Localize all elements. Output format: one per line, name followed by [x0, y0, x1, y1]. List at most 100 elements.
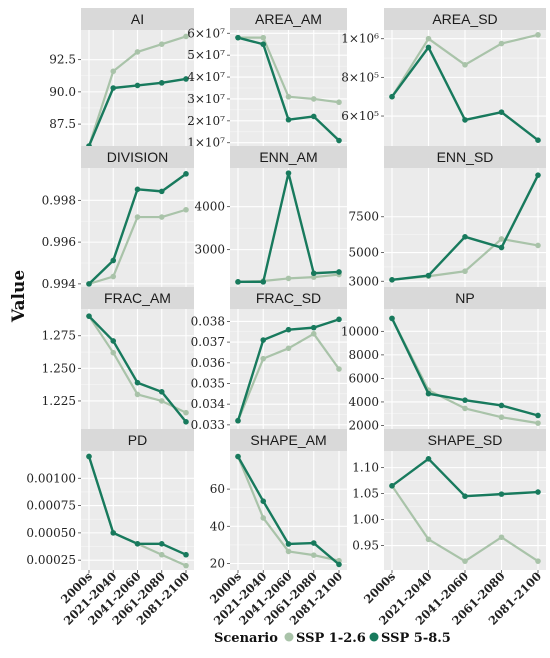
data-point-ssp126: [462, 558, 468, 564]
data-point-ssp585: [110, 85, 117, 91]
y-tick-label: 3×10⁷: [187, 92, 225, 106]
panel-strip: [81, 429, 194, 451]
data-point-ssp585: [310, 113, 317, 120]
panel-frac-am: FRAC_AM 1.225 1.250 1.275: [42, 287, 194, 429]
panel-strip: [81, 146, 194, 168]
data-point-ssp585: [260, 279, 267, 285]
data-point-ssp126: [498, 40, 505, 47]
y-tick-label: 4×10⁷: [187, 70, 225, 84]
panel-area-sd: AREA_SD 6×10⁵ 8×10⁵ 1×10⁶: [341, 8, 546, 146]
y-tick-label: 0.994: [42, 277, 77, 291]
y-tick-label: 0.037: [191, 335, 225, 349]
y-tick-label: 20: [210, 556, 225, 570]
data-point-ssp126: [183, 562, 189, 569]
data-point-ssp585: [285, 326, 292, 333]
y-tick-label: 0.035: [191, 376, 225, 390]
data-point-ssp126: [498, 236, 505, 242]
data-point-ssp585: [310, 324, 317, 331]
data-point-ssp585: [389, 483, 395, 489]
panel-strip: [230, 8, 347, 30]
y-tick-label: 60: [210, 482, 225, 496]
data-point-ssp126: [134, 49, 141, 55]
y-tick-label: 0.038: [191, 314, 225, 328]
panel-title: DIVISION: [107, 149, 168, 165]
data-point-ssp585: [336, 316, 342, 323]
data-point-ssp585: [425, 455, 432, 462]
data-point-ssp585: [389, 277, 395, 283]
data-point-ssp126: [110, 68, 117, 75]
y-tick-label: 1.275: [42, 329, 76, 343]
y-tick-label: 6×10⁵: [341, 109, 379, 123]
data-point-ssp585: [158, 188, 165, 195]
data-point-ssp585: [260, 41, 267, 48]
data-point-ssp585: [535, 412, 541, 419]
panel-strip: [384, 287, 546, 309]
data-point-ssp585: [260, 498, 267, 505]
data-point-ssp126: [425, 536, 432, 543]
y-tick-label: 5×10⁷: [187, 48, 225, 62]
y-tick-label: 8000: [348, 348, 379, 362]
data-point-ssp585: [498, 109, 505, 115]
legend-swatch-ssp585: [369, 632, 379, 642]
data-point-ssp126: [285, 275, 292, 282]
panel-shape-sd: SHAPE_SD0.951.001.051.102000s2021-204020…: [352, 429, 546, 628]
data-point-ssp585: [235, 279, 241, 285]
panel-enn-am: ENN_AM 3000 4000: [194, 146, 347, 287]
data-point-ssp585: [235, 453, 241, 460]
panel-enn-sd: ENN_SD 3000 5000 7500: [348, 146, 546, 288]
data-point-ssp585: [498, 491, 505, 497]
data-point-ssp126: [260, 515, 267, 521]
panel-strip: [81, 8, 194, 30]
legend-swatch-ssp126: [284, 632, 294, 642]
data-point-ssp585: [336, 561, 342, 568]
data-point-ssp126: [110, 273, 117, 280]
data-point-ssp585: [425, 272, 432, 279]
panel-strip: [230, 287, 347, 309]
data-point-ssp126: [310, 331, 317, 337]
panel-title: SHAPE_SD: [428, 432, 503, 448]
y-tick-label: 1.250: [42, 361, 76, 375]
y-tick-label: 4000: [194, 200, 225, 214]
y-tick-label: 0.00075: [26, 499, 76, 513]
data-point-ssp126: [183, 33, 189, 40]
data-point-ssp126: [425, 35, 432, 42]
y-tick-label: 87.5: [49, 117, 76, 131]
data-point-ssp585: [110, 257, 117, 264]
data-point-ssp126: [336, 99, 342, 106]
y-tick-label: 0.033: [191, 418, 225, 432]
data-point-ssp126: [310, 274, 317, 280]
data-point-ssp126: [260, 34, 267, 41]
legend: Scenario SSP 1-2.6 SSP 5-8.5: [214, 631, 451, 646]
y-tick-label: 2000: [348, 418, 379, 432]
data-point-ssp585: [498, 402, 505, 409]
data-point-ssp126: [498, 414, 505, 421]
data-point-ssp585: [183, 171, 189, 177]
data-point-ssp126: [462, 405, 468, 412]
panel-title: AI: [131, 11, 144, 27]
data-point-ssp126: [535, 420, 541, 426]
y-axis-title: Value: [9, 270, 29, 323]
y-tick-label: 10000: [341, 324, 379, 338]
y-tick-label: 7500: [348, 210, 379, 224]
data-point-ssp126: [158, 41, 165, 47]
panel-strip: [384, 429, 546, 451]
data-point-ssp585: [462, 397, 468, 403]
data-point-ssp585: [183, 419, 189, 425]
panel-frac-sd: FRAC_SD 0.033 0.034 0.035 0.036 0.037 0.038: [191, 287, 347, 432]
data-point-ssp585: [285, 170, 292, 176]
panel-ai: AI 87.5 90.0 92.5: [49, 8, 194, 149]
data-point-ssp585: [235, 417, 241, 424]
panels: AI 87.5 90.0 92.5 AREA_AM 1×10⁷ 2×10⁷ 3×10⁷ 4×10…: [26, 8, 546, 628]
panel-title: AREA_AM: [255, 11, 322, 27]
data-point-ssp585: [535, 489, 541, 495]
data-point-ssp126: [134, 391, 141, 398]
y-tick-label: 6×10⁷: [187, 26, 225, 40]
data-point-ssp126: [285, 93, 292, 100]
data-point-ssp585: [183, 76, 189, 82]
data-point-ssp585: [425, 390, 432, 397]
panel-strip: [384, 8, 546, 30]
y-tick-label: 1.10: [352, 461, 379, 475]
data-point-ssp585: [336, 137, 342, 144]
panel-title: NP: [455, 290, 474, 306]
y-tick-label: 5000: [348, 246, 379, 260]
